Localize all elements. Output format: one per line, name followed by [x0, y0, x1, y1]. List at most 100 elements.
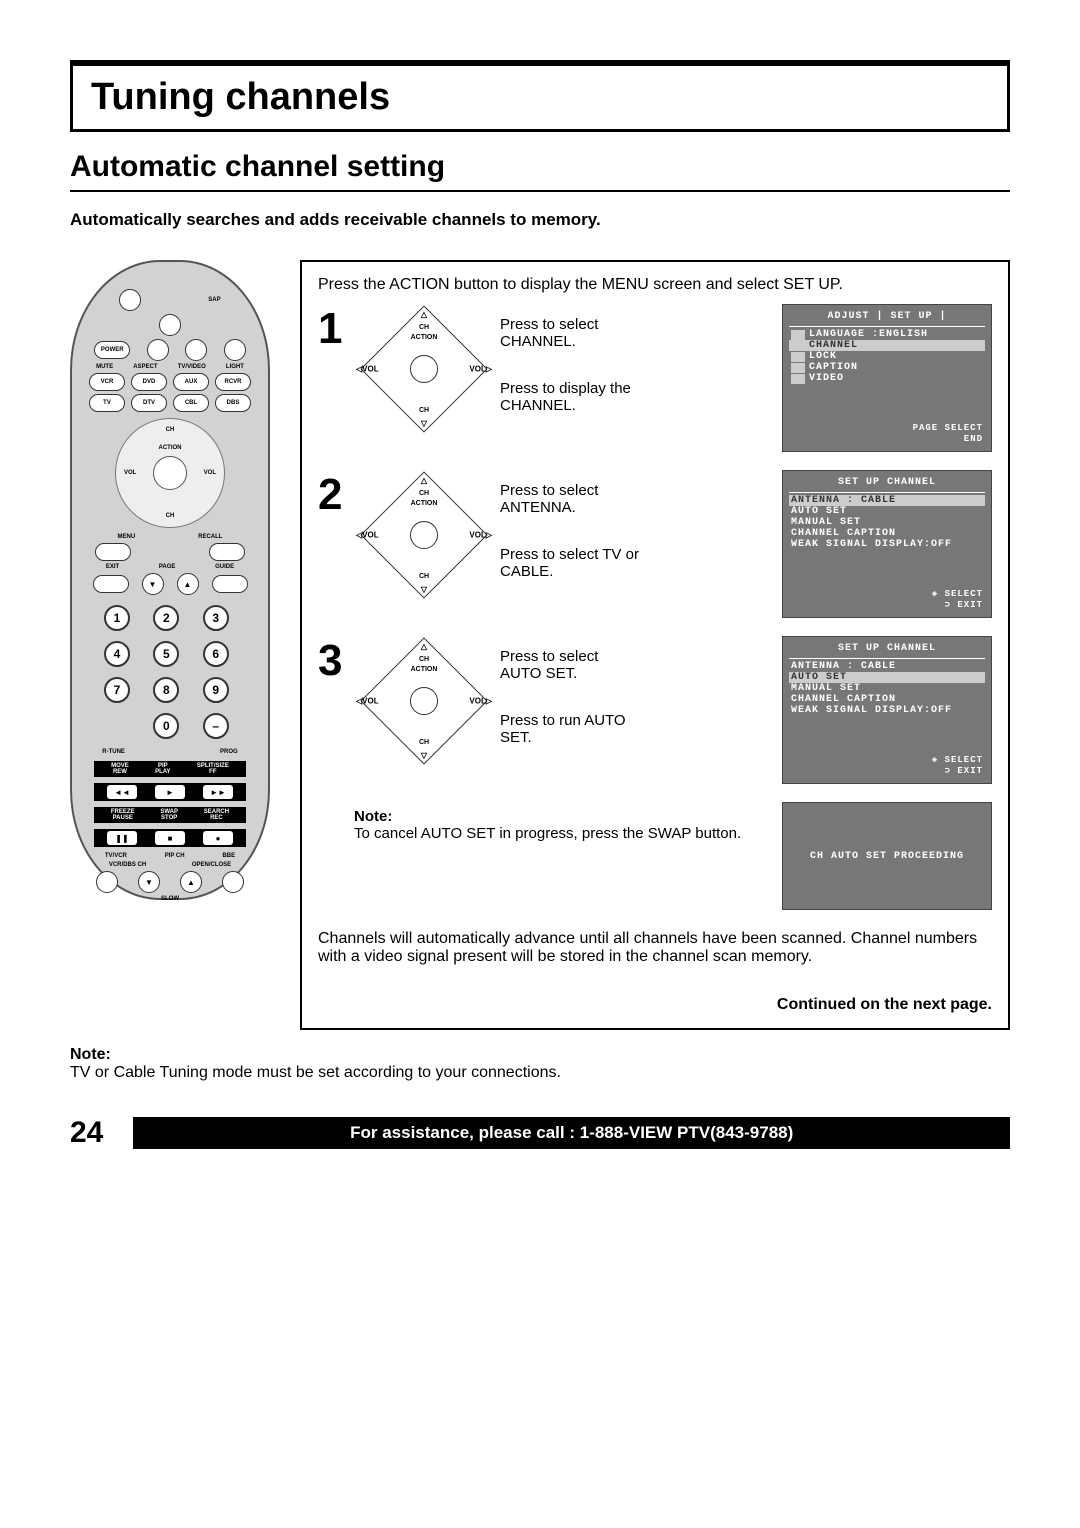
power-button[interactable]: POWER: [94, 341, 130, 359]
play-button[interactable]: ►: [155, 785, 185, 799]
osd4-text: CH AUTO SET PROCEEDING: [810, 851, 964, 862]
osd3-foot2: EXIT: [957, 766, 983, 776]
num-0[interactable]: 0: [153, 713, 179, 739]
nav-diagram-2: △ ACTION CH ▽ CH ◁VOL VOL▷: [354, 470, 494, 600]
transport-bar-1: MOVEREW PIPPLAY SPLIT/SIZEFF: [94, 761, 246, 777]
osd1-line2: LOCK: [809, 351, 837, 362]
dvd-button[interactable]: DVD: [131, 373, 167, 391]
nav1-action: ACTION: [411, 334, 438, 341]
menu-button[interactable]: [95, 543, 131, 561]
prog-label: PROG: [220, 749, 238, 755]
nav2-up: CH: [419, 490, 429, 497]
nav3-up: CH: [419, 656, 429, 663]
step-1-text1: Press to select CHANNEL.: [500, 316, 640, 350]
stop-button[interactable]: ■: [155, 831, 185, 845]
dtv-button[interactable]: DTV: [131, 394, 167, 412]
light-label: LIGHT: [226, 364, 244, 370]
osd2-line0: ANTENNA : CABLE: [791, 495, 896, 506]
num-1[interactable]: 1: [104, 605, 130, 631]
step-2-text: Press to select ANTENNA. Press to select…: [500, 470, 640, 610]
osd3-title: SET UP CHANNEL: [789, 643, 985, 654]
osd2-line1: AUTO SET: [791, 506, 847, 517]
bbe-button[interactable]: [222, 871, 244, 893]
video-icon: [791, 374, 805, 384]
num-8[interactable]: 8: [153, 677, 179, 703]
pipch-label: PIP CH: [165, 853, 185, 859]
osd-2: SET UP CHANNEL ANTENNA : CABLE AUTO SET …: [782, 470, 992, 618]
guide-button[interactable]: [212, 575, 248, 593]
tvvcr-label: TV/VCR: [105, 853, 127, 859]
page-down-button[interactable]: ▼: [142, 573, 164, 595]
nav-left-label: VOL: [124, 470, 136, 476]
osd-1: ADJUST | SET UP | LANGUAGE :ENGLISH CHAN…: [782, 304, 992, 452]
bottom-note-text: TV or Cable Tuning mode must be set acco…: [70, 1064, 561, 1081]
osd2-line3: CHANNEL CAPTION: [791, 528, 896, 539]
nav-down-label: CH: [166, 513, 175, 519]
step-3-number: 3: [318, 636, 354, 686]
aux-button[interactable]: AUX: [173, 373, 209, 391]
remote-column: SAP POWER MUTE ASPECT TV/VIDEO LIGHT: [70, 260, 280, 1030]
step-1: 1 △ ACTION CH ▽ CH ◁VOL VOL▷ Press to se…: [318, 304, 992, 464]
recall-button[interactable]: [209, 543, 245, 561]
nav2-right: VOL: [469, 531, 485, 540]
recall-label: RECALL: [198, 534, 222, 540]
step-1-number: 1: [318, 304, 354, 354]
dbs-button[interactable]: DBS: [215, 394, 251, 412]
step-intro: Press the ACTION button to display the M…: [318, 276, 992, 294]
pause-button[interactable]: ❚❚: [107, 831, 137, 845]
tvvideo-label: TV/VIDEO: [178, 364, 206, 370]
menu-label: MENU: [117, 534, 135, 540]
num-6[interactable]: 6: [203, 641, 229, 667]
num-2[interactable]: 2: [153, 605, 179, 631]
tv-button[interactable]: TV: [89, 394, 125, 412]
rec-button[interactable]: ●: [203, 831, 233, 845]
bbe-label: BBE: [222, 853, 235, 859]
dash-button[interactable]: –: [203, 713, 229, 739]
rew-label: REW: [111, 769, 129, 775]
aspect-button[interactable]: [147, 339, 169, 361]
remote-navpad[interactable]: CH CH VOL VOL ACTION: [115, 418, 225, 528]
rew-button[interactable]: ◄◄: [107, 785, 137, 799]
step-2-number: 2: [318, 470, 354, 520]
tvvideo-button[interactable]: [185, 339, 207, 361]
remote-btn-sap[interactable]: [159, 314, 181, 336]
page-title: Tuning channels: [91, 76, 989, 119]
num-5[interactable]: 5: [153, 641, 179, 667]
transport-bar-2: FREEZEPAUSE SWAPSTOP SEARCHREC: [94, 807, 246, 823]
vcr-button[interactable]: VCR: [89, 373, 125, 391]
remote-btn-blank[interactable]: [119, 289, 141, 311]
nav2-left: VOL: [362, 531, 378, 540]
num-7[interactable]: 7: [104, 677, 130, 703]
nav-action-label: ACTION: [159, 445, 182, 451]
num-3[interactable]: 3: [203, 605, 229, 631]
main-grid: SAP POWER MUTE ASPECT TV/VIDEO LIGHT: [70, 260, 1010, 1030]
rcvr-button[interactable]: RCVR: [215, 373, 251, 391]
bottom-note: Note: TV or Cable Tuning mode must be se…: [70, 1046, 1010, 1082]
osd1-line1: CHANNEL: [809, 340, 858, 351]
osd1-foot1: PAGE SELECT: [913, 423, 983, 434]
bottom-note-label: Note:: [70, 1046, 111, 1063]
steps-panel: Press the ACTION button to display the M…: [300, 260, 1010, 1030]
action-button[interactable]: [153, 456, 187, 490]
osd3-foot1: SELECT: [945, 755, 983, 765]
step-1-text2: Press to display the CHANNEL.: [500, 380, 640, 414]
page-up-button[interactable]: ▲: [177, 573, 199, 595]
nav1-up: CH: [419, 324, 429, 331]
osd-3: SET UP CHANNEL ANTENNA : CABLE AUTO SET …: [782, 636, 992, 784]
osd3-line1: AUTO SET: [791, 672, 847, 683]
ff-button[interactable]: ►►: [203, 785, 233, 799]
pipch-down-button[interactable]: ▼: [138, 871, 160, 893]
sap-label: SAP: [208, 297, 220, 303]
exit-button[interactable]: [93, 575, 129, 593]
cbl-button[interactable]: CBL: [173, 394, 209, 412]
num-4[interactable]: 4: [104, 641, 130, 667]
step-3-text1: Press to select AUTO SET.: [500, 648, 640, 682]
pipch-up-button[interactable]: ▲: [180, 871, 202, 893]
step-1-text: Press to select CHANNEL. Press to displa…: [500, 304, 640, 444]
light-button[interactable]: [224, 339, 246, 361]
step-2-text2: Press to select TV or CABLE.: [500, 546, 640, 580]
osd3-line2: MANUAL SET: [791, 683, 861, 694]
tvvcr-button[interactable]: [96, 871, 118, 893]
num-9[interactable]: 9: [203, 677, 229, 703]
nav1-right: VOL: [469, 365, 485, 374]
